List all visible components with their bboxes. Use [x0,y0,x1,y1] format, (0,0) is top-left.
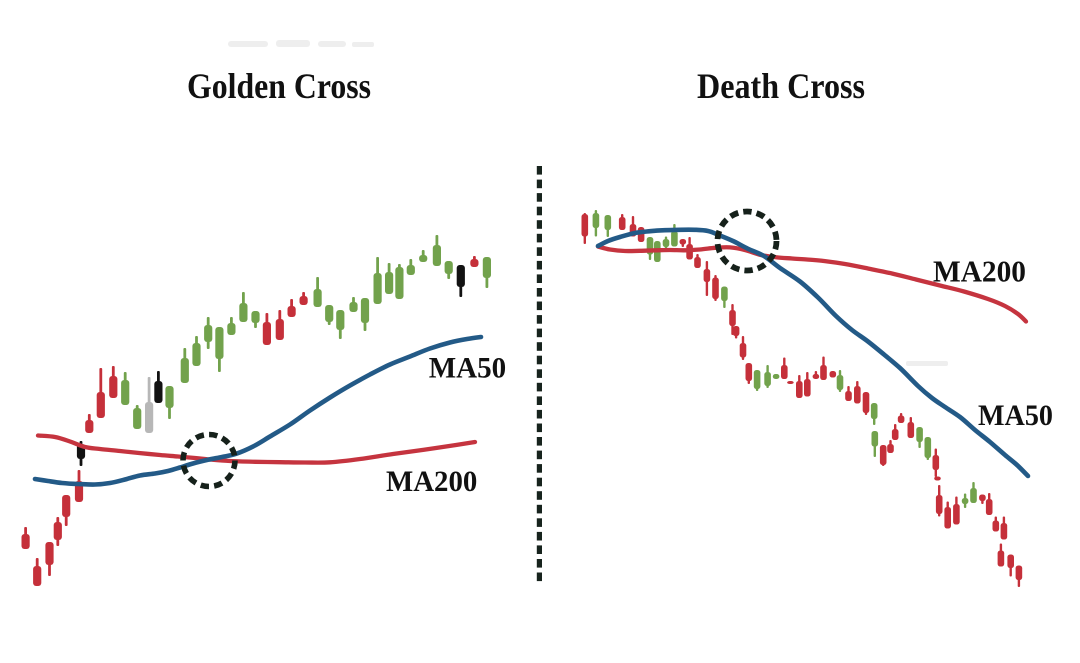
svg-text:MA50: MA50 [978,399,1053,432]
svg-text:Golden Cross: Golden Cross [187,66,371,106]
svg-text:MA50: MA50 [429,352,507,385]
svg-text:Death Cross: Death Cross [697,66,865,106]
svg-text:MA200: MA200 [933,254,1026,289]
svg-text:MA200: MA200 [386,465,477,498]
